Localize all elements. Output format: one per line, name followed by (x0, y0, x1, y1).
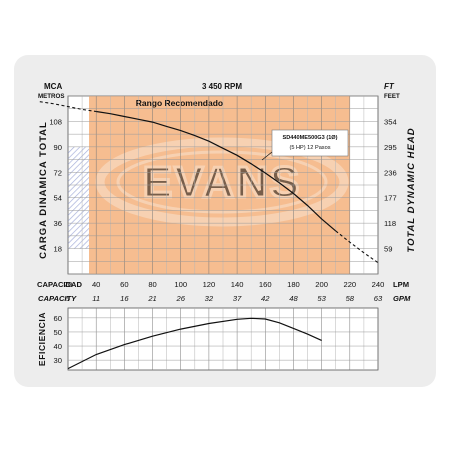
x-tick-label: 40 (92, 280, 100, 289)
head-axis-ticks: 18 59 36 118 54 177 72 236 90 295 108 354 (49, 117, 396, 253)
x-secondary-tick-label: 58 (346, 294, 355, 303)
x-axis-label: CAPACIDAD (37, 280, 83, 289)
x-secondary-tick-label: 16 (120, 294, 129, 303)
right-tick-label: 236 (384, 168, 397, 177)
eff-tick-label: 40 (54, 342, 62, 351)
x-axis-unit: LPM (393, 280, 409, 289)
x-secondary-tick-label: 63 (374, 294, 383, 303)
right-tick-label: 177 (384, 194, 397, 203)
x-secondary-tick-label: 21 (147, 294, 156, 303)
x-tick-label: 140 (231, 280, 244, 289)
x-tick-label: 80 (148, 280, 156, 289)
right-axis-unit: FT (384, 82, 395, 91)
x-tick-label: 240 (372, 280, 385, 289)
right-tick-label: 118 (384, 219, 396, 228)
head-curve-solid (96, 110, 337, 232)
x-secondary-tick-label: 11 (92, 294, 100, 303)
right-tick-label: 295 (384, 143, 397, 152)
right-axis-unit-sub: FEET (384, 93, 400, 100)
x-axis-ticks: 20 5 40 11 60 16 80 21 100 26 120 32 140 37 160 42 180 48… (64, 280, 385, 303)
x-tick-label: 180 (287, 280, 300, 289)
left-tick-label: 108 (49, 117, 62, 126)
x-secondary-tick-label: 5 (66, 294, 71, 303)
x-tick-label: 120 (203, 280, 216, 289)
x-secondary-tick-label: 37 (233, 294, 242, 303)
head-curve-dashed-end (335, 230, 379, 264)
left-tick-label: 90 (54, 143, 62, 152)
head-curve (39, 101, 379, 264)
x-tick-label: 200 (315, 280, 328, 289)
x-tick-label: 220 (343, 280, 356, 289)
evans-logo-text: EVANS (143, 158, 301, 207)
efficiency-line (67, 317, 322, 370)
x-tick-label: 60 (120, 280, 128, 289)
right-axis-label: TOTAL DYNAMIC HEAD (406, 127, 417, 252)
x-tick-label: 160 (259, 280, 272, 289)
x-secondary-tick-label: 48 (289, 294, 298, 303)
annotation-power: (5 HP) 12 Pasos (289, 145, 330, 151)
head-grid (67, 95, 379, 275)
right-tick-label: 354 (384, 117, 397, 126)
recommended-range-label: Rango Recomendado (136, 98, 223, 108)
x-secondary-tick-label: 26 (176, 294, 186, 303)
x-tick-label: 20 (64, 280, 72, 289)
efficiency-axis-label: EFICIENCIA (37, 312, 47, 366)
x-axis-secondary-label: CAPACITY (38, 294, 77, 303)
x-axis-secondary-unit: GPM (393, 294, 411, 303)
x-secondary-tick-label: 32 (205, 294, 214, 303)
efficiency-curve (67, 317, 322, 370)
eff-tick-label: 60 (54, 314, 62, 323)
evans-logo-watermark: EVANS (95, 137, 349, 227)
x-secondary-tick-label: 42 (261, 294, 270, 303)
left-tick-label: 36 (54, 219, 62, 228)
left-axis-unit: MCA (44, 82, 62, 91)
efficiency-grid (67, 308, 379, 370)
eff-tick-label: 50 (54, 328, 62, 337)
x-secondary-tick-label: 53 (317, 294, 326, 303)
eff-tick-label: 30 (54, 356, 62, 365)
annotation-leader (261, 151, 273, 161)
left-tick-label: 54 (54, 194, 62, 203)
head-curve-dashed-start (39, 101, 97, 113)
curve-annotation-box (271, 129, 349, 157)
left-axis-label: CARGA DINAMICA TOTAL (38, 121, 49, 259)
efficiency-axis-ticks: 30 40 50 60 (54, 314, 62, 365)
left-tick-label: 72 (54, 168, 62, 177)
left-axis-unit-sub: METROS (38, 93, 64, 100)
x-tick-label: 100 (174, 280, 187, 289)
annotation-model: SD440ME500G3 (1Ø) (282, 135, 337, 141)
right-tick-label: 59 (384, 245, 392, 254)
chart-title: 3 450 RPM (202, 82, 242, 91)
left-tick-label: 18 (54, 245, 62, 254)
